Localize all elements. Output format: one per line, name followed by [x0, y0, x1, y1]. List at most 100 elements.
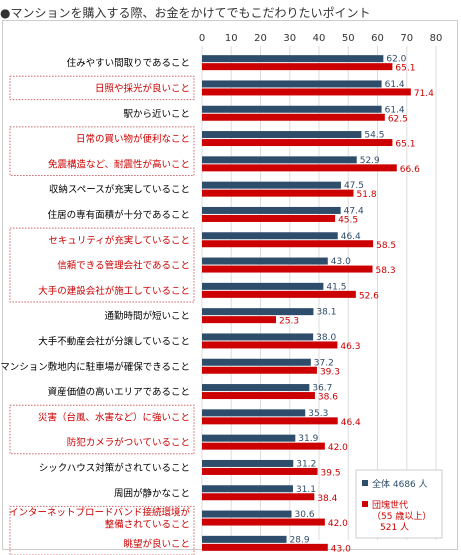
bar-all: [202, 257, 328, 265]
category-label: 災害（台風、水害など）に強いこと: [38, 411, 190, 423]
value-label-group: 38.6: [318, 393, 338, 403]
value-label-all: 46.4: [341, 232, 361, 242]
category-label: 信頼できる管理会社であること: [57, 260, 190, 272]
bar-group: [202, 341, 338, 349]
value-label-group: 45.5: [338, 215, 358, 225]
chart-title-text: マンションを購入する際、お金をかけてでもこだわりたいポイント: [10, 6, 371, 20]
x-tick-label: 0: [199, 33, 205, 44]
bar-all: [202, 206, 341, 214]
bar-all: [202, 459, 294, 467]
value-label-group: 46.3: [340, 342, 360, 352]
bar-group: [202, 442, 325, 450]
category-label: シックハウス対策がされていること: [39, 462, 190, 474]
bar-group: [202, 543, 328, 551]
bar-group: [202, 518, 325, 526]
value-label-group: 71.4: [414, 89, 434, 99]
value-label-group: 38.4: [317, 494, 337, 504]
bar-group: [202, 113, 385, 121]
category-label: 住みやすい間取りであること: [67, 57, 190, 69]
x-tick-label: 80: [430, 33, 443, 44]
bar-group: [202, 63, 393, 71]
bar-all: [202, 358, 311, 366]
bar-group: [202, 265, 373, 273]
bar-all: [202, 55, 384, 63]
value-label-all: 47.5: [344, 181, 364, 191]
legend-swatch-all: [362, 480, 368, 486]
category-label: 日常の買い物が便利なこと: [76, 133, 190, 145]
bar-group: [202, 290, 356, 298]
value-label-all: 54.5: [364, 131, 384, 141]
bar-group: [202, 189, 354, 197]
x-tick-label: 20: [254, 33, 267, 44]
bar-all: [202, 384, 310, 392]
bar-all: [202, 308, 314, 316]
value-label-group: 46.4: [341, 418, 361, 428]
value-label-group: 58.3: [376, 266, 396, 276]
bar-group: [202, 139, 393, 147]
category-label: 住居の専有面積が十分であること: [48, 209, 190, 221]
value-label-all: 61.4: [385, 80, 405, 90]
legend-swatch-group: [362, 501, 368, 507]
value-label-group: 51.8: [357, 190, 377, 200]
bar-all: [202, 535, 287, 543]
value-label-group: 58.5: [376, 241, 396, 251]
bar-all: [202, 181, 341, 189]
value-label-all: 36.7: [312, 384, 332, 394]
highlight-group-box: [9, 126, 195, 176]
category-label: 大手の建設会社が施工していること: [38, 285, 190, 297]
value-label-group: 52.6: [359, 291, 379, 301]
value-label-all: 30.6: [295, 510, 315, 520]
value-label-all: 37.2: [314, 358, 334, 368]
bar-group: [202, 164, 397, 172]
category-label: 眺望が良いこと: [123, 538, 190, 550]
category-label: 駅から近いこと: [123, 108, 190, 120]
bar-all: [202, 105, 382, 113]
value-label-all: 41.5: [326, 282, 346, 292]
legend-label-group: 521 人: [380, 522, 409, 533]
bar-all: [202, 131, 362, 139]
legend-label-group: （55 歳以上）: [372, 510, 431, 522]
value-label-all: 38.0: [316, 333, 336, 343]
category-label: 整備されていること: [105, 519, 190, 531]
value-label-group: 25.3: [279, 317, 299, 327]
x-tick-label: 60: [371, 33, 384, 44]
bar-all: [202, 232, 338, 240]
bar-all: [202, 156, 357, 164]
legend-label-all: 全体 4686 人: [372, 478, 428, 490]
value-label-group: 65.1: [395, 64, 415, 74]
value-label-all: 31.9: [298, 434, 318, 444]
x-tick-label: 30: [283, 33, 296, 44]
bar-group: [202, 240, 374, 248]
value-label-group: 65.1: [395, 140, 415, 150]
bullet-icon: ●: [0, 6, 11, 20]
bar-group: [202, 392, 315, 400]
highlight-group-box: [9, 75, 195, 101]
highlight-group-box: [9, 404, 195, 455]
x-tick-label: 50: [342, 33, 355, 44]
value-label-group: 62.5: [388, 114, 408, 124]
category-label: 資産価値の高いエリアであること: [48, 386, 190, 398]
category-label: 大手不動産会社が分譲していること: [38, 335, 190, 347]
category-label: 防犯カメラがついていること: [67, 437, 190, 449]
bar-all: [202, 485, 293, 493]
value-label-all: 62.0: [386, 55, 406, 65]
category-label: マンション敷地内に駐車場が確保できること: [0, 361, 190, 373]
category-label: 周囲が静かなこと: [114, 487, 190, 499]
category-label: 通勤時間が短いこと: [104, 310, 190, 322]
bar-all: [202, 409, 306, 417]
chart-title: ●マンションを購入する際、お金をかけてでもこだわりたいポイント: [0, 4, 371, 21]
value-label-group: 43.0: [331, 544, 351, 554]
bar-all: [202, 333, 314, 341]
bar-group: [202, 366, 317, 374]
value-label-all: 28.9: [290, 535, 310, 545]
value-label-all: 31.2: [296, 459, 316, 469]
value-label-group: 42.0: [328, 519, 348, 529]
bar-group: [202, 493, 315, 501]
bar-all: [202, 282, 324, 290]
value-label-group: 39.3: [320, 367, 340, 377]
value-label-group: 39.5: [321, 468, 341, 478]
category-label: インターネットブロードバンド接続環境が: [9, 507, 190, 519]
value-label-all: 43.0: [331, 257, 351, 267]
value-label-all: 31.1: [296, 485, 316, 495]
